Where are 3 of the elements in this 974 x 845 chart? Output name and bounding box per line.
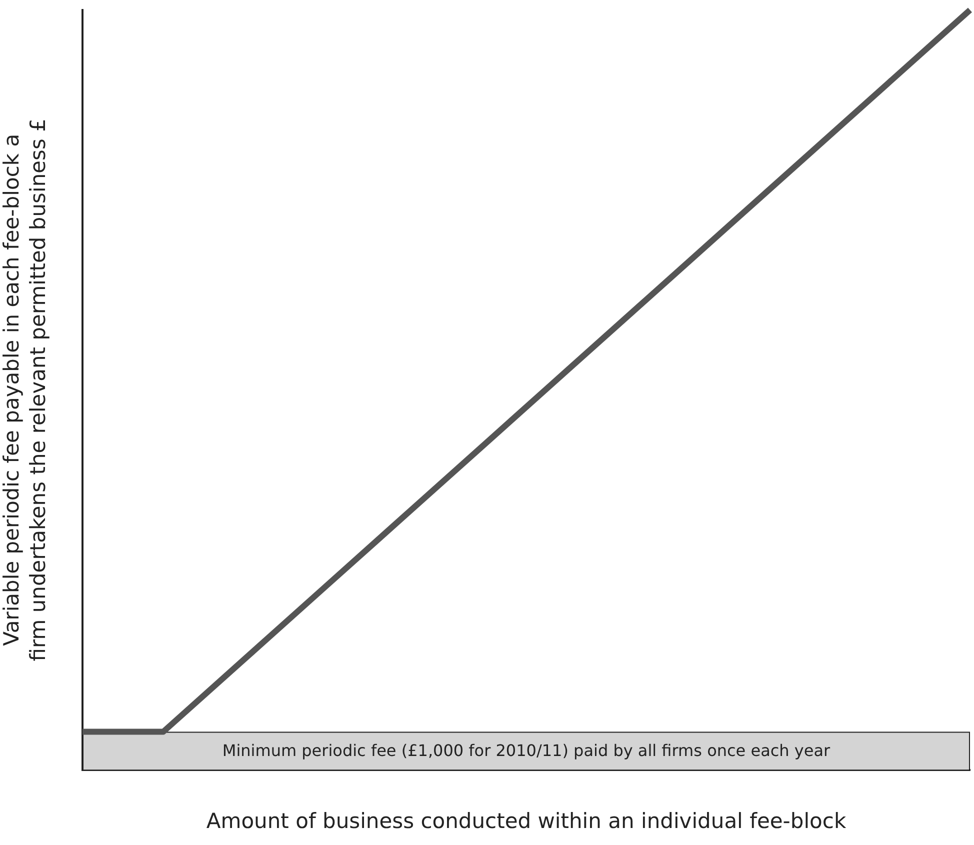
- x-axis-title: Amount of business conducted within an individual fee-block: [206, 808, 847, 833]
- y-axis-title: Variable periodic fee payable in each fee-block a firm undertakens the relevant permitted business £: [0, 118, 50, 662]
- band-label: Minimum periodic fee (£1,000 for 2010/11) paid by all firms once each year: [222, 740, 831, 760]
